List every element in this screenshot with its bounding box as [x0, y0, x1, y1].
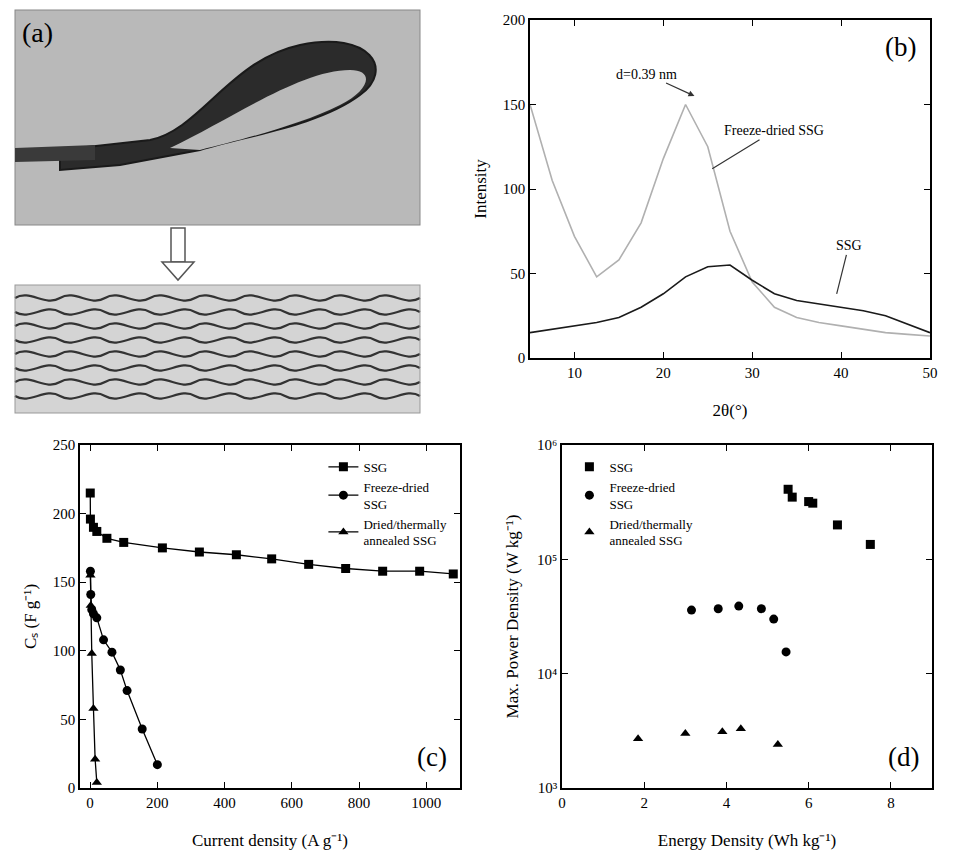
svg-text:150: 150	[53, 574, 76, 590]
svg-text:0: 0	[558, 795, 566, 811]
svg-text:800: 800	[348, 795, 371, 811]
svg-text:50: 50	[923, 365, 938, 381]
svg-text:50: 50	[60, 712, 75, 728]
svg-text:Dried/thermallyannealed SSG: Dried/thermallyannealed SSG	[363, 517, 447, 549]
svg-text:4: 4	[723, 795, 731, 811]
svg-text:Cₛ (F g⁻¹): Cₛ (F g⁻¹)	[21, 584, 40, 649]
svg-text:10: 10	[567, 365, 582, 381]
svg-text:600: 600	[281, 795, 304, 811]
svg-text:Freeze-driedSSG: Freeze-driedSSG	[609, 480, 675, 512]
svg-text:0: 0	[68, 780, 76, 796]
svg-text:10³: 10³	[538, 780, 558, 796]
svg-text:6: 6	[805, 795, 813, 811]
svg-text:150: 150	[503, 97, 526, 113]
svg-text:40: 40	[834, 365, 849, 381]
svg-text:Dried/thermallyannealed SSG: Dried/thermallyannealed SSG	[609, 517, 693, 549]
svg-text:200: 200	[146, 795, 169, 811]
svg-text:10⁶: 10⁶	[537, 437, 557, 453]
svg-text:2θ(°): 2θ(°)	[713, 401, 748, 420]
svg-text:200: 200	[53, 506, 76, 522]
svg-text:Freeze-dried SSG: Freeze-dried SSG	[724, 123, 824, 138]
svg-text:SSG: SSG	[363, 460, 387, 475]
svg-text:Current density (A g⁻¹): Current density (A g⁻¹)	[192, 831, 348, 850]
svg-text:d=0.39 nm: d=0.39 nm	[616, 67, 677, 82]
svg-text:(a): (a)	[22, 17, 53, 48]
svg-text:2: 2	[640, 795, 648, 811]
svg-text:50: 50	[510, 266, 525, 282]
svg-text:Energy Density (Wh kg⁻¹): Energy Density (Wh kg⁻¹)	[658, 831, 836, 850]
svg-text:100: 100	[503, 181, 526, 197]
svg-text:10⁵: 10⁵	[537, 552, 557, 568]
svg-text:100: 100	[53, 643, 76, 659]
svg-text:400: 400	[213, 795, 236, 811]
svg-text:Freeze-driedSSG: Freeze-driedSSG	[363, 480, 429, 512]
svg-text:20: 20	[656, 365, 671, 381]
svg-text:250: 250	[53, 437, 76, 453]
svg-text:Intensity: Intensity	[471, 159, 490, 219]
svg-text:SSG: SSG	[609, 460, 633, 475]
svg-text:200: 200	[503, 12, 526, 28]
svg-text:0: 0	[518, 350, 526, 366]
svg-text:(b): (b)	[885, 32, 916, 62]
svg-text:0: 0	[86, 795, 94, 811]
svg-text:30: 30	[745, 365, 760, 381]
svg-text:(d): (d)	[888, 742, 919, 772]
svg-text:Max. Power Density (W kg⁻¹): Max. Power Density (W kg⁻¹)	[503, 515, 522, 719]
svg-text:10⁴: 10⁴	[537, 666, 557, 682]
svg-text:8: 8	[887, 795, 895, 811]
svg-text:SSG: SSG	[836, 238, 862, 253]
svg-text:(c): (c)	[417, 742, 447, 772]
svg-text:1000: 1000	[411, 795, 441, 811]
